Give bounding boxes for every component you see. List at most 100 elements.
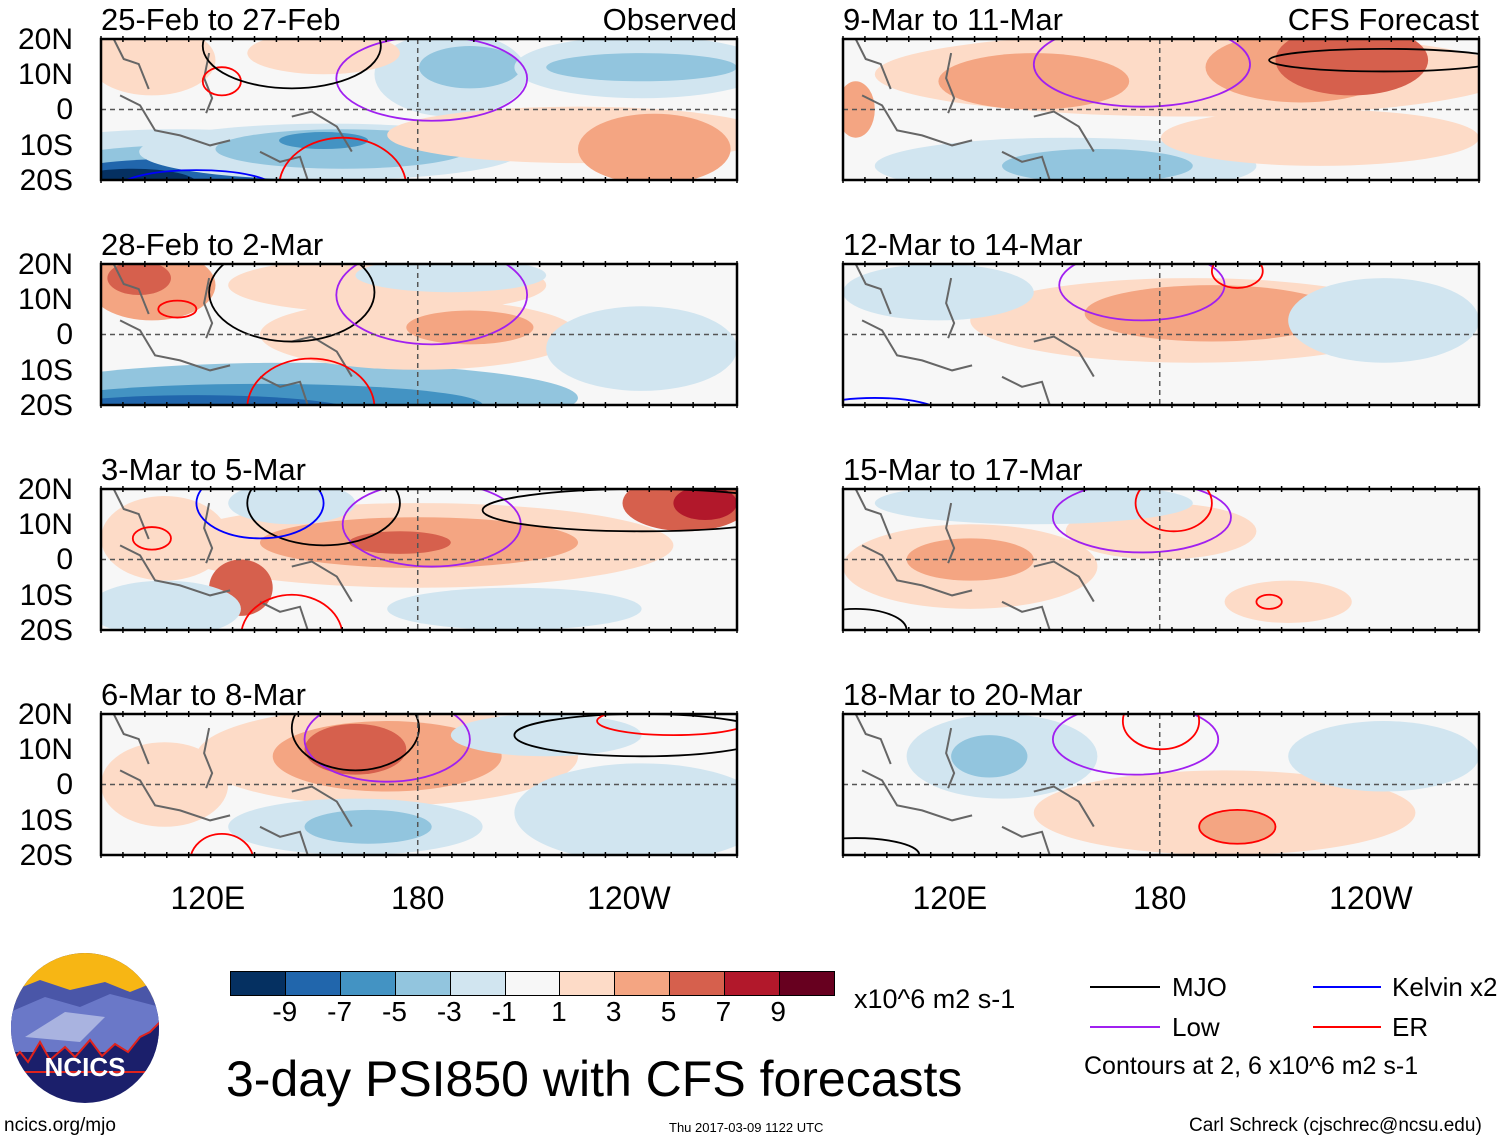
psi-anomaly-region	[1199, 809, 1276, 844]
contour-line	[843, 397, 933, 405]
panel-title: 28-Feb to 2-Mar	[101, 227, 324, 262]
psi-anomaly-region	[101, 168, 196, 180]
psi-anomaly-region	[1288, 721, 1479, 792]
colorbar-swatch	[614, 972, 670, 995]
panel-title: 15-Mar to 17-Mar	[843, 452, 1083, 487]
colorbar-swatch	[394, 972, 450, 995]
psi-anomaly-region	[107, 264, 171, 296]
legend-label-er: ER	[1392, 1012, 1429, 1042]
psi-anomaly-region	[355, 264, 547, 293]
latitude-label: 10S	[19, 803, 73, 837]
colorbar-swatch	[449, 972, 505, 995]
coastline	[854, 714, 1095, 855]
contour-line	[290, 714, 420, 772]
colorbar-tick-label: -7	[327, 996, 353, 1027]
map-panel	[101, 264, 737, 405]
coastline	[112, 714, 353, 855]
longitude-label: 120W	[587, 880, 671, 916]
contour-line	[208, 264, 376, 343]
coastline	[854, 264, 1095, 405]
psi-anomaly-region	[1224, 580, 1352, 623]
psi-anomaly-region	[304, 723, 407, 775]
longitude-label: 180	[391, 880, 445, 916]
psi-anomaly-region	[951, 735, 1028, 778]
colorbar-swatch	[504, 972, 560, 995]
map-panel	[843, 489, 1479, 630]
colorbar-tick-label: 9	[770, 996, 786, 1027]
psi-anomaly-region	[578, 113, 731, 180]
contour-line	[125, 169, 268, 180]
panel-frame	[841, 487, 1481, 632]
colorbar-swatch	[231, 972, 285, 995]
longitude-label: 120E	[912, 880, 988, 916]
panel-title: 9-Mar to 11-Mar	[843, 2, 1063, 37]
psi-anomaly-region	[387, 587, 642, 630]
colorbar-swatch	[559, 972, 615, 995]
colorbar-tick-label: 3	[605, 996, 622, 1027]
latitude-label: 10N	[17, 58, 73, 92]
psi-anomaly-region	[450, 714, 642, 757]
map-panel	[101, 39, 737, 180]
contour-line	[246, 357, 376, 405]
psi-anomaly-region	[101, 39, 216, 96]
colorbar-tick-label: -9	[272, 996, 298, 1027]
contour-line	[195, 489, 325, 540]
coastline	[112, 39, 353, 180]
panel-frame	[99, 37, 739, 182]
latitude-label: 20N	[17, 473, 73, 506]
contour-line	[596, 714, 737, 737]
psi-anomaly-region	[514, 763, 737, 855]
figure-title: 3-day PSI850 with CFS forecasts	[226, 1051, 963, 1107]
contour-line	[190, 832, 254, 855]
coastline	[854, 39, 1095, 180]
latitude-label: 20N	[17, 23, 73, 56]
colorbar-tick-label: -3	[436, 996, 462, 1027]
panel-frame	[99, 262, 739, 407]
colorbar	[230, 971, 835, 996]
map-panel	[843, 39, 1479, 180]
contour-note: Contours at 2, 6 x10^6 m2 s-1	[1084, 1052, 1419, 1080]
colorbar-tick-label: -5	[382, 996, 407, 1027]
colorbar-swatch	[779, 972, 834, 995]
colorbar-tick-label: 1	[551, 996, 567, 1027]
latitude-label: 10N	[17, 283, 73, 317]
latitude-label: 10S	[19, 128, 73, 162]
latitude-label: 0	[56, 768, 73, 802]
latitude-label: 20S	[19, 163, 73, 197]
contour-line	[1032, 39, 1251, 108]
psi-anomaly-region	[101, 395, 341, 405]
contour-line	[246, 489, 401, 547]
psi-anomaly-region	[843, 81, 875, 138]
footer-author: Carl Schreck (cjschrec@ncsu.edu)	[1189, 1115, 1482, 1136]
latitude-label: 10S	[19, 353, 73, 387]
legend-label-low: Low	[1172, 1012, 1220, 1042]
coastline	[854, 489, 1095, 630]
ncics-logo: NCICS	[11, 953, 159, 1103]
latitude-label: 20S	[19, 613, 73, 647]
contour-line	[1052, 714, 1220, 776]
map-panel	[843, 714, 1479, 855]
contour-line	[1210, 264, 1264, 289]
colorbar-swatch	[724, 972, 780, 995]
legend-label-kelvin: Kelvin x2	[1392, 972, 1498, 1002]
contour-line	[1134, 489, 1213, 533]
psi-anomaly-region	[247, 39, 400, 75]
panel-source-tag: Observed	[602, 2, 737, 37]
map-panel	[101, 714, 737, 855]
psi-anomaly-region	[101, 580, 241, 630]
contour-line	[1255, 593, 1283, 610]
psi-anomaly-region	[874, 489, 1193, 525]
colorbar-swatch	[669, 972, 725, 995]
contour-line	[131, 526, 172, 551]
panel-frame	[99, 712, 739, 857]
contour-line	[201, 39, 382, 90]
longitude-label: 120E	[170, 880, 246, 916]
map-panels	[99, 36, 1481, 858]
psi-anomaly-region	[673, 489, 737, 521]
colorbar-tick-label: -1	[491, 996, 517, 1027]
psi-anomaly-region	[304, 809, 432, 844]
longitude-label: 120W	[1329, 880, 1413, 916]
psi-anomaly-region	[349, 531, 451, 554]
colorbar-swatch	[339, 972, 395, 995]
